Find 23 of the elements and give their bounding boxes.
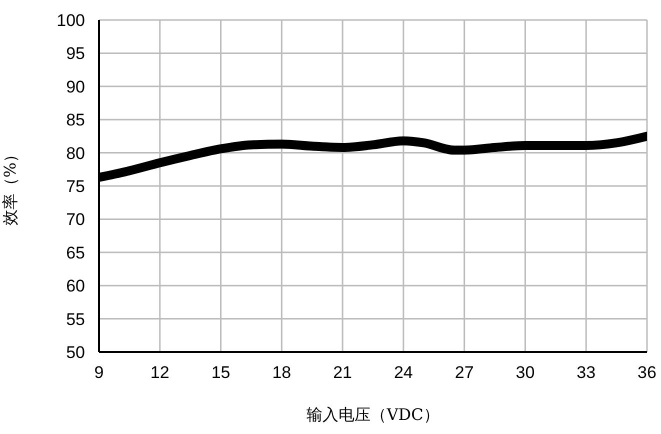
y-tick-label: 90: [66, 77, 85, 96]
x-tick-label: 36: [638, 363, 656, 382]
y-tick-label: 75: [66, 177, 85, 196]
x-tick-label: 12: [150, 363, 170, 382]
y-tick-label: 55: [66, 310, 85, 329]
x-tick-label: 27: [454, 363, 474, 382]
x-tick-label: 21: [333, 363, 352, 382]
y-tick-label: 85: [66, 110, 85, 130]
y-axis-title: 效率（%）: [0, 146, 20, 226]
y-tick-label: 65: [66, 243, 85, 262]
y-tick-label: 80: [66, 144, 85, 163]
x-tick-label: 9: [94, 363, 104, 382]
x-axis-title: 输入电压（VDC）: [306, 405, 440, 424]
x-tick-label: 33: [576, 363, 596, 382]
x-tick-label: 15: [211, 363, 230, 382]
x-tick-label: 30: [516, 363, 535, 382]
y-tick-label: 70: [66, 210, 85, 230]
y-tick-label: 60: [66, 276, 85, 296]
x-tick-label: 18: [272, 363, 292, 382]
y-tick-label: 50: [66, 343, 85, 362]
y-tick-label: 100: [56, 11, 85, 30]
x-tick-label: 24: [394, 363, 413, 382]
y-tick-label: 95: [66, 44, 85, 64]
